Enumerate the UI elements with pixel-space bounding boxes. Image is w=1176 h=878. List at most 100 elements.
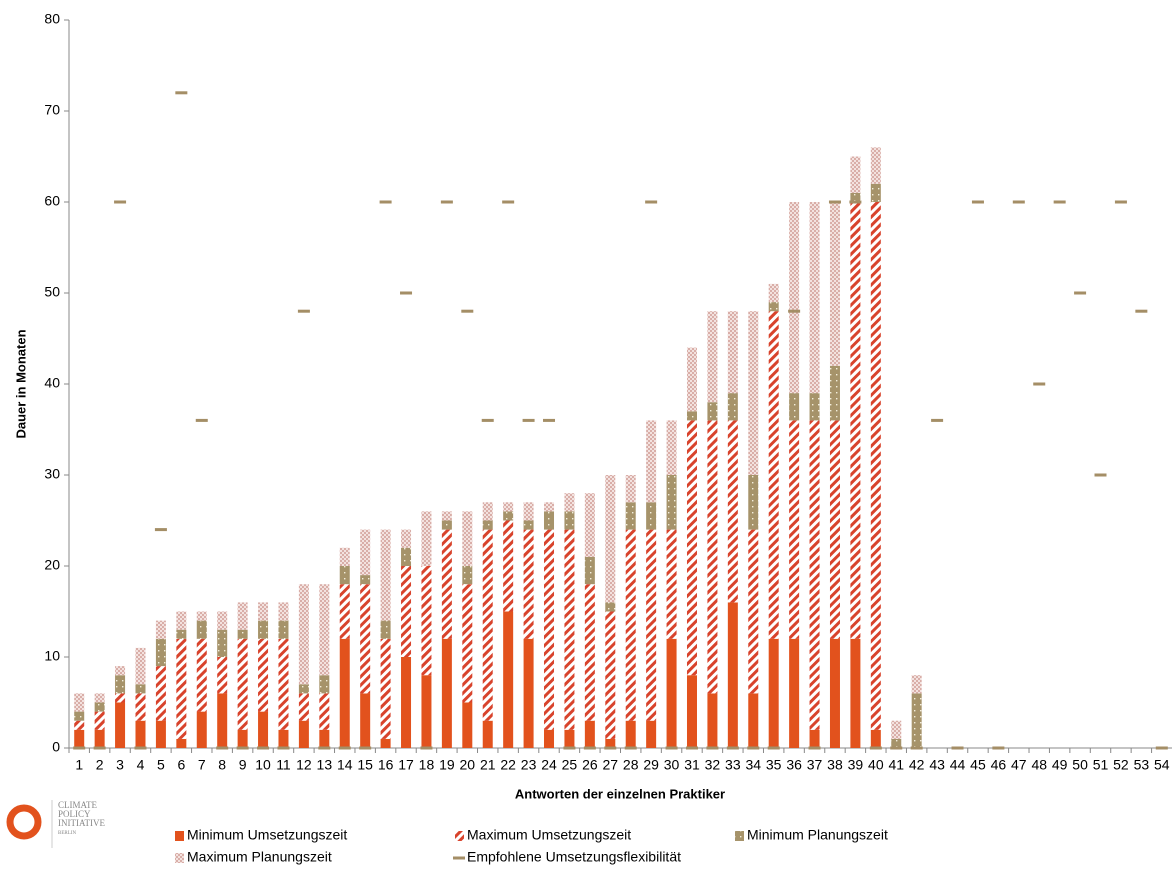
bar-segment [380,738,391,748]
bar-segment [196,611,207,621]
recommendation-mark [1135,309,1148,313]
bar-segment [155,638,166,667]
bar-segment [360,584,371,694]
legend-label: Minimum Umsetzungszeit [187,827,347,843]
x-tick-label: 3 [116,757,124,773]
bar-segment [646,502,657,530]
bar-segment [482,529,493,721]
bar-segment [584,584,595,721]
x-tick-label: 24 [541,757,557,773]
bar-segment [829,638,840,748]
bar-segment [625,529,636,721]
recommendation-mark [216,746,229,750]
x-tick-label: 50 [1072,757,1088,773]
bar-segment [217,693,228,748]
x-tick-label: 44 [950,757,966,773]
recommendation-mark [910,746,923,750]
bar-segment [544,502,555,512]
logo-text: INITIATIVE [58,818,105,828]
bar-segment [278,620,289,639]
y-tick-label: 0 [52,739,60,755]
recommendation-mark [1114,200,1127,204]
recommendation-mark [1155,746,1168,750]
bar-segment [74,720,85,730]
bar-segment [870,147,881,184]
recommendation-mark [747,746,760,750]
x-tick-label: 29 [643,757,659,773]
bar-segment [523,520,534,530]
x-tick-label: 11 [276,757,291,773]
bar-segment [523,638,534,748]
x-tick-label: 16 [378,757,394,773]
y-tick-label: 80 [44,11,60,27]
recommendation-mark [502,200,515,204]
bar-segment [441,638,452,748]
bar-segment [319,693,330,730]
x-tick-label: 34 [745,757,761,773]
bar-segment [727,602,738,748]
bar-segment [115,702,126,748]
bar-segment [176,629,187,639]
bar-segment [421,511,432,566]
x-tick-label: 45 [970,757,986,773]
bar-segment [339,584,350,639]
recommendation-mark [931,418,944,422]
bar-segment [870,202,881,730]
x-tick-label: 2 [96,757,104,773]
x-tick-label: 22 [500,757,516,773]
bar-segment [94,729,105,748]
bar-segment [503,611,514,748]
legend-label: Empfohlene Umsetzungsflexibilität [467,849,681,865]
x-tick-label: 17 [398,757,414,773]
y-tick-label: 30 [44,466,60,482]
bar-segment [298,584,309,685]
x-tick-label: 1 [75,757,83,773]
recommendation-mark [543,418,556,422]
y-tick-label: 10 [44,648,60,664]
bar-segment [135,720,146,748]
bar-segment [441,511,452,521]
bar-segment [727,393,738,421]
x-tick-label: 23 [521,757,537,773]
x-tick-label: 28 [623,757,639,773]
recommendation-mark [420,746,433,750]
bar-segment [748,693,759,748]
bar-segment [462,702,473,748]
recommendation-mark [277,746,290,750]
recommendation-mark [726,746,739,750]
y-tick-label: 50 [44,284,60,300]
bar-segment [196,638,207,712]
recommendation-mark [645,200,658,204]
recommendation-mark [359,746,372,750]
y-tick-label: 60 [44,193,60,209]
x-tick-label: 46 [991,757,1007,773]
bar-segment [380,620,391,639]
x-tick-label: 25 [562,757,578,773]
bar-segment [278,638,289,730]
recommendation-mark [400,291,413,295]
bar-segment [237,629,248,639]
x-tick-label: 39 [848,757,864,773]
bar-segment [748,529,759,694]
bar-segment [625,502,636,530]
x-tick-label: 19 [439,757,455,773]
bar-segment [462,584,473,703]
recommendation-mark [481,418,494,422]
legend-swatch [455,831,464,841]
bar-segment [789,393,800,421]
x-tick-label: 49 [1052,757,1068,773]
bar-segment [809,420,820,730]
recommendation-mark [665,746,678,750]
bar-segment [544,529,555,730]
bar-segment [605,611,616,739]
bar-segment [523,529,534,639]
recommendation-mark [114,200,127,204]
bar-segment [319,675,330,694]
recommendation-mark [1094,473,1107,477]
bar-segment [360,575,371,585]
bar-segment [482,520,493,530]
bar-segment [482,502,493,521]
recommendation-mark [461,309,474,313]
logo-text: BERLIN [58,831,76,836]
